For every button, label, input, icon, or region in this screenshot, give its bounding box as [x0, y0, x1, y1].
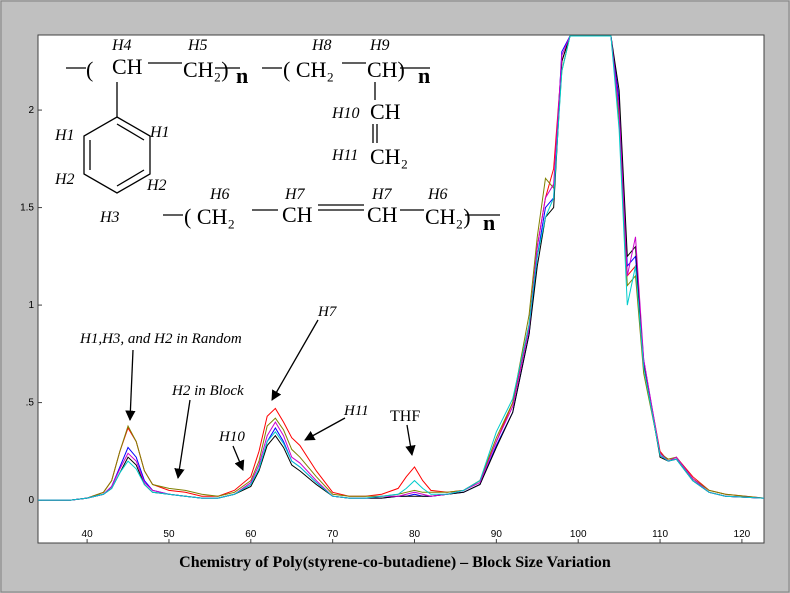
x-tick-label: 120 — [734, 529, 751, 540]
structure-label: H9 — [369, 37, 390, 54]
structure-label: H1 — [149, 124, 170, 141]
structure-label: H11 — [331, 147, 358, 164]
annotation: H2 in Block — [171, 383, 244, 399]
plot-area — [37, 34, 765, 544]
formula: CH) — [367, 57, 405, 82]
annotation: H11 — [343, 403, 369, 419]
x-axis-title: Chemistry of Poly(styrene-co-butadiene) … — [179, 554, 611, 571]
x-tick-label: 50 — [163, 529, 175, 540]
y-tick-label: 1 — [28, 300, 34, 311]
x-tick-label: 80 — [409, 529, 421, 540]
structure-label: H8 — [311, 37, 332, 54]
structure-label: H10 — [331, 105, 360, 122]
x-tick-label: 100 — [570, 529, 587, 540]
y-tick-label: .5 — [26, 398, 35, 409]
x-tick-label: 110 — [652, 529, 668, 540]
formula: ( CH₂ — [283, 57, 334, 82]
structure-label: H2 — [146, 177, 167, 194]
x-tick-label: 60 — [245, 529, 257, 540]
formula: CH — [370, 99, 401, 124]
structure-label: H6 — [427, 186, 448, 203]
structure-label: H3 — [99, 209, 120, 226]
formula: n — [483, 210, 495, 235]
structure-label: H4 — [111, 37, 132, 54]
formula: CH — [367, 202, 398, 227]
axes: 40 50 60 70 80 90 100 110 120 0 .5 1 1.5 2 — [20, 105, 751, 543]
structure-label: H2 — [54, 171, 75, 188]
formula: n — [418, 63, 430, 88]
formula: CH₂ — [370, 144, 408, 169]
structure-label: H6 — [209, 186, 230, 203]
x-tick-label: 40 — [82, 529, 94, 540]
annotation-arrows — [125, 319, 416, 480]
formula: CH — [282, 202, 313, 227]
formula: ( — [86, 57, 93, 82]
structure-label: H7 — [284, 186, 306, 203]
series-line — [38, 35, 765, 501]
x-tick-label: 70 — [327, 529, 339, 540]
structure-label: H7 — [371, 186, 393, 203]
y-tick-label: 1.5 — [20, 203, 34, 214]
formula: CH₂) — [183, 57, 229, 82]
annotation: THF — [390, 408, 420, 425]
structure-label: H1 — [54, 127, 75, 144]
annotation: H7 — [317, 304, 338, 320]
annotation: H1,H3, and H2 in Random — [79, 331, 242, 347]
x-tick-label: 90 — [491, 529, 503, 540]
series-lines — [38, 35, 765, 501]
formula: CH — [112, 54, 143, 79]
y-tick-label: 0 — [28, 495, 34, 506]
y-tick-label: 2 — [28, 105, 34, 116]
formula: CH₂) — [425, 204, 471, 229]
series-line — [38, 35, 765, 501]
structure-drawing — [66, 62, 500, 216]
formula: n — [236, 63, 248, 88]
formula: ( CH₂ — [184, 204, 235, 229]
annotation: H10 — [218, 429, 245, 445]
structure-label: H5 — [187, 37, 208, 54]
